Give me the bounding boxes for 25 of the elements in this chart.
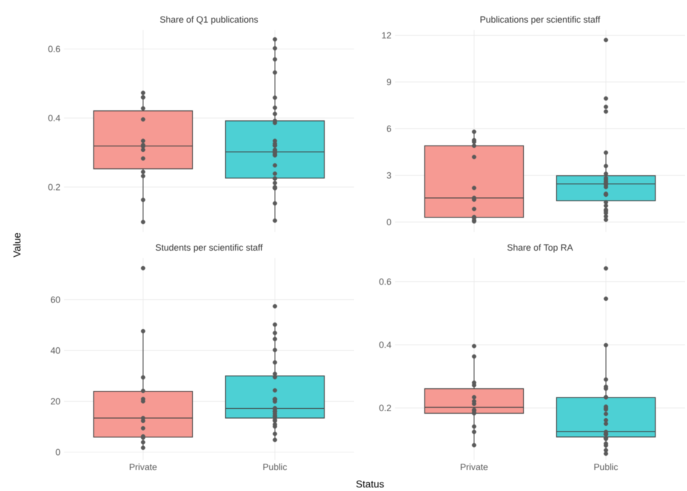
chart-title: Share of Q1 publications: [160, 16, 258, 24]
y-tick-label: 20: [50, 398, 60, 404]
y-tick-label: 0.6: [379, 278, 392, 285]
y-tick-label: 0.6: [48, 46, 60, 52]
x-axis-title: Status: [356, 480, 384, 488]
y-tick-label: 6: [386, 125, 392, 132]
chart-title: Students per scientific staff: [156, 244, 263, 252]
x-tick-label: Private: [130, 464, 157, 470]
chart-title: Share of Top RA: [507, 244, 573, 252]
y-axis-title: Value: [13, 233, 20, 258]
y-tick-label: 0: [386, 218, 392, 226]
y-tick-label: 0: [56, 448, 60, 456]
y-tick-label: 0.2: [48, 184, 60, 190]
y-tick-label: 0.4: [48, 114, 60, 122]
y-tick-label: 0.2: [379, 404, 392, 412]
x-tick-label: Public: [594, 464, 618, 470]
x-tick-label: Private: [460, 464, 488, 470]
x-tick-label: Public: [263, 464, 287, 470]
y-tick-label: 3: [386, 172, 392, 179]
y-tick-label: 9: [386, 78, 392, 86]
y-tick-label: 12: [382, 32, 392, 38]
y-tick-label: 60: [50, 296, 60, 303]
y-tick-label: 0.4: [379, 342, 392, 348]
chart-title: Publications per scientific staff: [480, 16, 600, 24]
y-tick-label: 40: [50, 347, 60, 354]
